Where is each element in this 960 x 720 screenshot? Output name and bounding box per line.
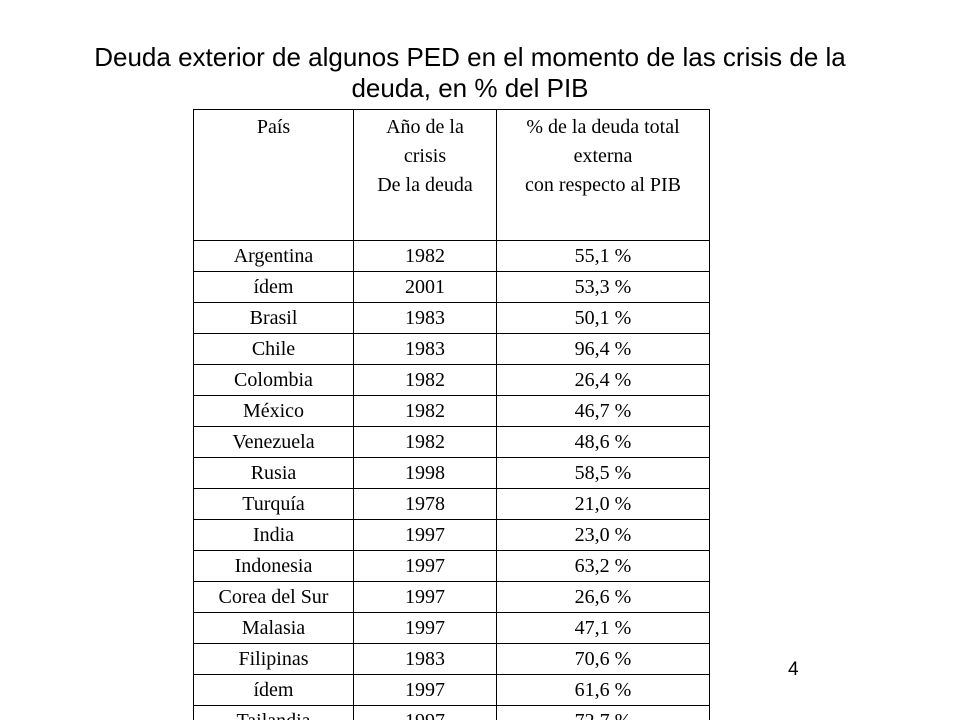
cell-crisis-year: 1983: [353, 643, 497, 675]
table-row: Argentina 1982 55,1 %: [193, 240, 710, 272]
cell-debt-percent: 96,4 %: [496, 333, 710, 365]
table-row: Turquía 1978 21,0 %: [193, 488, 710, 520]
cell-crisis-year: 1998: [353, 457, 497, 489]
header-country: País: [193, 109, 354, 241]
cell-debt-percent: 47,1 %: [496, 612, 710, 644]
header-debt-percent: % de la deuda total externa con respecto…: [496, 109, 710, 241]
cell-debt-percent: 26,4 %: [496, 364, 710, 396]
header-crisis-year-line-1: Año de la: [386, 116, 464, 138]
table-row: Indonesia 1997 63,2 %: [193, 550, 710, 582]
cell-country: Colombia: [193, 364, 354, 396]
table-row: Venezuela 1982 48,6 %: [193, 426, 710, 458]
header-debt-percent-line-1: % de la deuda total: [526, 116, 680, 138]
header-debt-percent-line-3: con respecto al PIB: [524, 174, 682, 196]
cell-country: Rusia: [193, 457, 354, 489]
cell-crisis-year: 1997: [353, 674, 497, 706]
cell-country: Tailandia: [193, 705, 354, 720]
cell-crisis-year: 2001: [353, 271, 497, 303]
cell-debt-percent: 70,6 %: [496, 643, 710, 675]
cell-crisis-year: 1997: [353, 705, 497, 720]
cell-debt-percent: 26,6 %: [496, 581, 710, 613]
table-row: Brasil 1983 50,1 %: [193, 302, 710, 334]
cell-crisis-year: 1997: [353, 612, 497, 644]
cell-country: Malasia: [193, 612, 354, 644]
cell-country: India: [193, 519, 354, 551]
cell-country: México: [193, 395, 354, 427]
cell-debt-percent: 50,1 %: [496, 302, 710, 334]
header-crisis-year-line-3: De la deuda: [377, 174, 473, 196]
cell-country: Filipinas: [193, 643, 354, 675]
cell-debt-percent: 72,7 %: [496, 705, 710, 720]
cell-country: Turquía: [193, 488, 354, 520]
header-country-label: País: [256, 116, 291, 138]
cell-debt-percent: 58,5 %: [496, 457, 710, 489]
cell-crisis-year: 1997: [353, 519, 497, 551]
cell-crisis-year: 1982: [353, 426, 497, 458]
cell-country: Indonesia: [193, 550, 354, 582]
cell-crisis-year: 1983: [353, 333, 497, 365]
cell-debt-percent: 61,6 %: [496, 674, 710, 706]
cell-debt-percent: 53,3 %: [496, 271, 710, 303]
cell-crisis-year: 1983: [353, 302, 497, 334]
cell-crisis-year: 1997: [353, 581, 497, 613]
cell-country: ídem: [193, 674, 354, 706]
cell-crisis-year: 1982: [353, 240, 497, 272]
cell-country: ídem: [193, 271, 354, 303]
cell-country: Brasil: [193, 302, 354, 334]
external-debt-table: País Año de la crisis De la deuda % de l…: [193, 109, 710, 720]
cell-crisis-year: 1978: [353, 488, 497, 520]
table-row: India 1997 23,0 %: [193, 519, 710, 551]
table-row: Corea del Sur 1997 26,6 %: [193, 581, 710, 613]
table-row: Tailandia199772,7 %: [193, 705, 710, 720]
cell-country: Argentina: [193, 240, 354, 272]
table-row: Chile 1983 96,4 %: [193, 333, 710, 365]
slide-number: 4: [788, 659, 799, 680]
cell-crisis-year: 1997: [353, 550, 497, 582]
header-crisis-year-line-2: crisis: [403, 145, 447, 167]
table-row: Colombia 1982 26,4 %: [193, 364, 710, 396]
cell-crisis-year: 1982: [353, 364, 497, 396]
table-row: ídem 1997 61,6 %: [193, 674, 710, 706]
cell-crisis-year: 1982: [353, 395, 497, 427]
cell-debt-percent: 55,1 %: [496, 240, 710, 272]
slide-title-line-2: deuda, en % del PIB: [351, 73, 589, 103]
table-header-row: País Año de la crisis De la deuda % de l…: [193, 109, 710, 241]
cell-country: Corea del Sur: [193, 581, 354, 613]
cell-debt-percent: 63,2 %: [496, 550, 710, 582]
slide-title-line-1: Deuda exterior de algunos PED en el mome…: [94, 42, 846, 72]
cell-debt-percent: 21,0 %: [496, 488, 710, 520]
cell-country: Chile: [193, 333, 354, 365]
table-row: México 1982 46,7 %: [193, 395, 710, 427]
header-debt-percent-line-2: externa: [573, 145, 633, 167]
table-row: ídem 2001 53,3 %: [193, 271, 710, 303]
cell-debt-percent: 46,7 %: [496, 395, 710, 427]
table-row: Rusia 1998 58,5 %: [193, 457, 710, 489]
cell-country: Venezuela: [193, 426, 354, 458]
cell-debt-percent: 23,0 %: [496, 519, 710, 551]
cell-debt-percent: 48,6 %: [496, 426, 710, 458]
table-row: Filipinas 1983 70,6 %: [193, 643, 710, 675]
header-crisis-year: Año de la crisis De la deuda: [353, 109, 497, 241]
table-row: Malasia 1997 47,1 %: [193, 612, 710, 644]
slide-title: Deuda exterior de algunos PED en el mome…: [0, 42, 940, 104]
